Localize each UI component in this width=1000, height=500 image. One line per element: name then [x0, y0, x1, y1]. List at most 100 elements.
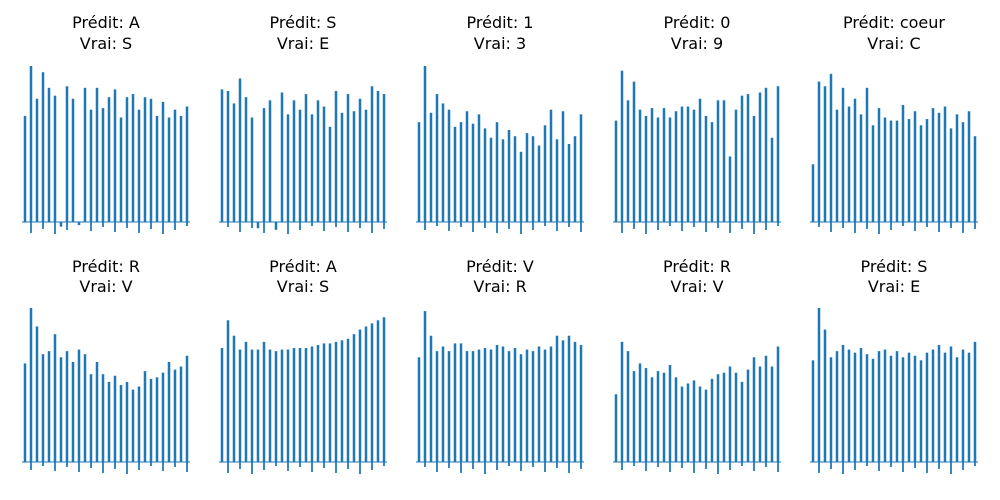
bar-negative-tail — [854, 462, 856, 470]
bar — [961, 349, 965, 462]
bar-negative-tail — [323, 222, 325, 231]
bar — [507, 351, 511, 462]
bar-negative-tail — [472, 462, 474, 469]
bar-negative-tail — [359, 222, 361, 228]
bar — [501, 139, 505, 222]
bar-negative-tail — [962, 462, 964, 470]
bar-negative-tail — [227, 222, 229, 227]
bar-negative-tail — [645, 222, 647, 234]
bar-negative-tail — [693, 462, 695, 473]
bar-negative-tail — [854, 222, 856, 233]
bar — [53, 95, 57, 222]
bar-negative-tail — [681, 462, 683, 468]
bar-negative-tail — [765, 462, 767, 467]
bar — [256, 349, 260, 462]
bar — [668, 364, 672, 462]
bar — [567, 335, 571, 462]
bar-negative-tail — [729, 222, 731, 233]
bar — [352, 111, 356, 222]
bar-negative-tail — [830, 222, 832, 232]
bar-negative-tail — [138, 462, 140, 470]
bar — [776, 346, 780, 462]
bar — [525, 133, 529, 222]
bar — [465, 351, 469, 462]
bar — [543, 349, 547, 462]
bar — [811, 360, 815, 462]
bar — [471, 351, 475, 462]
bar-negative-tail — [950, 462, 952, 474]
bar-negative-tail — [926, 222, 928, 227]
bar — [459, 122, 463, 222]
bar — [358, 329, 362, 462]
bar — [334, 341, 338, 462]
bar — [59, 222, 63, 227]
bar — [340, 112, 344, 222]
bar-negative-tail — [914, 462, 916, 468]
bar-negative-tail — [472, 222, 474, 232]
bar — [549, 109, 553, 222]
bar — [865, 354, 869, 462]
bar-negative-tail — [657, 462, 659, 467]
bar — [555, 139, 559, 222]
bar — [47, 351, 51, 462]
bar-negative-tail — [371, 462, 373, 470]
bar-negative-tail — [371, 222, 373, 233]
bar — [531, 136, 535, 222]
bar-negative-tail — [42, 222, 44, 229]
bar — [704, 115, 708, 222]
bar — [758, 92, 762, 223]
bar-negative-tail — [436, 462, 438, 472]
bar-negative-tail — [150, 222, 152, 229]
bar — [626, 100, 630, 222]
bar — [662, 108, 666, 222]
bar — [817, 308, 821, 462]
bar — [322, 106, 326, 222]
bar — [95, 87, 99, 222]
bar — [901, 357, 905, 462]
bar — [185, 106, 189, 222]
bar — [304, 94, 308, 222]
bar-negative-tail — [484, 462, 486, 474]
bar — [220, 89, 224, 223]
bar — [889, 120, 893, 222]
bar — [340, 340, 344, 462]
bar — [674, 111, 678, 222]
bar — [579, 114, 583, 222]
panel-title-predicted: Prédit: R — [663, 257, 731, 276]
bar — [632, 371, 636, 462]
bar — [489, 137, 493, 222]
bar — [298, 109, 302, 222]
bar-negative-tail — [126, 222, 128, 228]
bar — [298, 348, 302, 462]
bar — [179, 366, 183, 462]
bar — [143, 371, 147, 462]
bar — [543, 125, 547, 222]
bar-negative-tail — [842, 462, 844, 474]
panel-title-predicted: Prédit: 0 — [664, 13, 731, 32]
bar — [286, 349, 290, 462]
bar — [513, 348, 517, 462]
bar — [943, 106, 947, 222]
bar-negative-tail — [448, 222, 450, 231]
bar — [507, 129, 511, 222]
bar — [131, 94, 135, 222]
bar-negative-tail — [866, 462, 868, 466]
bar — [680, 106, 684, 222]
bar — [238, 78, 242, 222]
bar — [847, 106, 851, 222]
bar — [382, 317, 386, 462]
bar — [125, 381, 129, 462]
bar — [901, 105, 905, 222]
panel-title-predicted: Prédit: V — [466, 257, 534, 276]
bar-negative-tail — [657, 222, 659, 230]
bar — [435, 351, 439, 462]
bar — [889, 355, 893, 462]
bar — [865, 87, 869, 222]
bar-negative-tail — [544, 462, 546, 472]
bar — [131, 389, 135, 462]
bar-negative-tail — [741, 462, 743, 466]
bar — [620, 341, 624, 462]
bar-negative-tail — [717, 462, 719, 474]
panel-title-true: Vrai: 9 — [671, 34, 723, 53]
